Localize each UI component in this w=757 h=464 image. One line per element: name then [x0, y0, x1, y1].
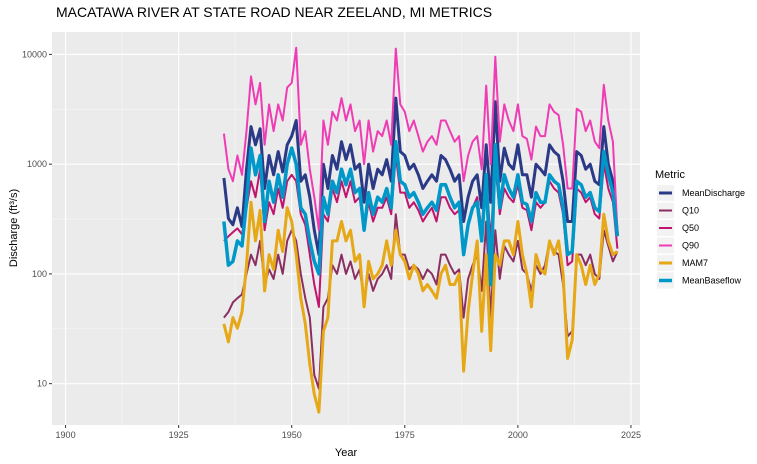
legend-label-q50: Q50 [682, 223, 699, 233]
series-q90 [222, 46, 619, 232]
legend: Metric MeanDischarge Q10 Q50 Q90 MAM7 MeanBas… [655, 169, 745, 289]
y-axis-title: Discharge (ft³/s) [8, 189, 20, 267]
y-tick-label: 10000 [22, 49, 47, 59]
y-tick-label: 1000 [27, 159, 47, 169]
legend-label-mean-baseflow: MeanBaseflow [682, 276, 742, 286]
x-tick-label: 1950 [282, 430, 302, 440]
series-layer [222, 46, 620, 414]
chart-title: MACATAWA RIVER AT STATE ROAD NEAR ZEELAN… [56, 4, 492, 20]
series-q50 [223, 154, 619, 308]
y-axis: 10 100 1000 10000 [22, 49, 52, 389]
x-tick-label: 1900 [56, 430, 76, 440]
legend-label-mam7: MAM7 [682, 258, 708, 268]
x-tick-label: 1925 [169, 430, 189, 440]
plot-panel [52, 32, 640, 425]
legend-label-mean-discharge: MeanDischarge [682, 188, 745, 198]
legend-label-q90: Q90 [682, 241, 699, 251]
legend-label-q10: Q10 [682, 206, 699, 216]
x-axis: 1900 1925 1950 1975 2000 2025 [56, 425, 641, 440]
series-mean-baseflow [222, 139, 620, 287]
series-mean-discharge [222, 96, 619, 257]
y-tick-label: 100 [32, 269, 47, 279]
series-mam7 [222, 200, 619, 414]
x-tick-label: 2025 [621, 430, 641, 440]
x-tick-label: 1975 [395, 430, 415, 440]
x-tick-label: 2000 [508, 430, 528, 440]
legend-title: Metric [655, 169, 685, 181]
x-axis-title: Year [335, 447, 358, 459]
y-tick-label: 10 [37, 379, 47, 389]
